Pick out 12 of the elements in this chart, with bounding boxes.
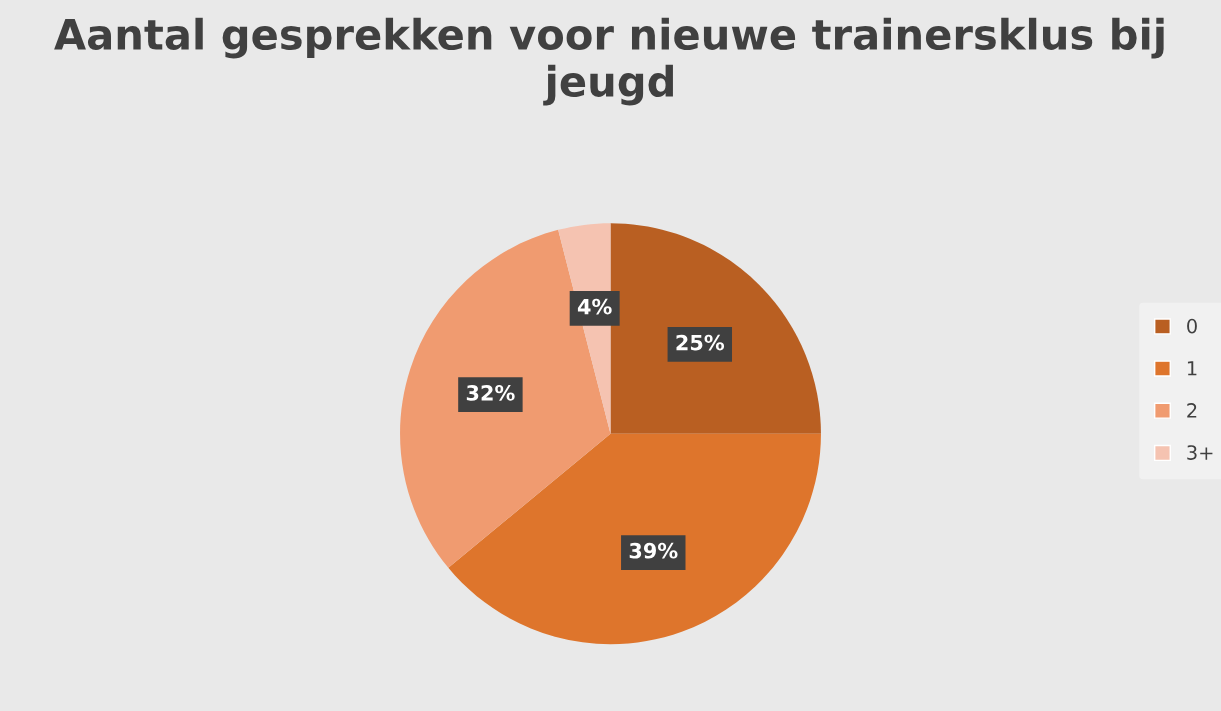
pie-slice	[610, 223, 821, 434]
data-label: 39%	[629, 542, 678, 559]
legend-label: 1	[1187, 361, 1197, 376]
data-label: 32%	[466, 384, 515, 401]
chart-title: Aantal gesprekken voor nieuwe trainersklus bij jeugd	[54, 17, 1164, 106]
pie-slice	[400, 229, 611, 568]
pie-slice	[448, 433, 821, 645]
data-label: 25%	[676, 334, 725, 351]
legend-label: 3+	[1187, 445, 1213, 460]
legend-label: 0	[1187, 318, 1197, 334]
legend-label: 2	[1187, 403, 1197, 418]
data-label: 4%	[577, 298, 612, 315]
